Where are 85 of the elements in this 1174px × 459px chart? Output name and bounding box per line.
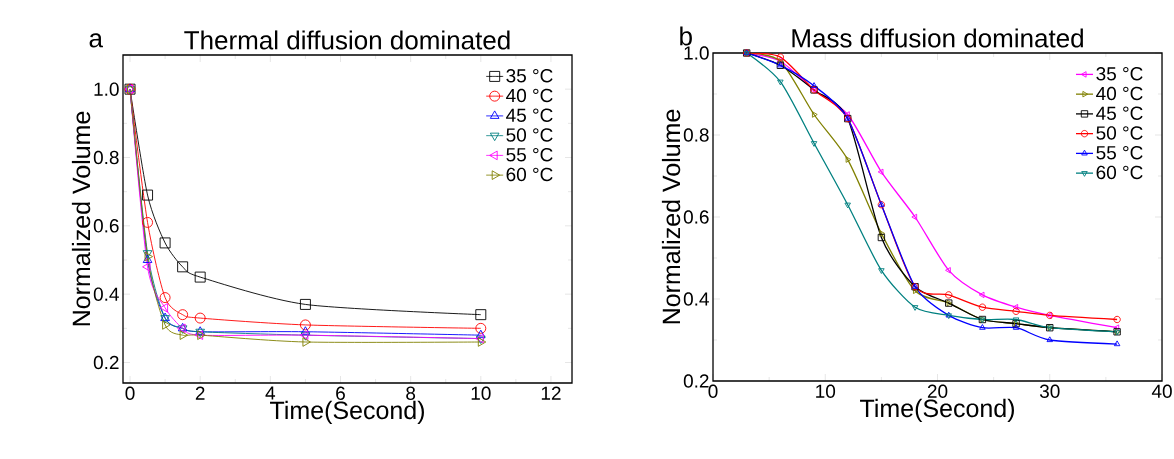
x-tick-label: 2 xyxy=(195,386,205,400)
legend-label: 60 °C xyxy=(506,167,553,182)
point xyxy=(844,202,851,209)
legend-label: 45 °C xyxy=(506,108,553,122)
x-tick-label: 8 xyxy=(406,386,416,400)
y-tick-label: 0.2 xyxy=(683,374,709,388)
legend-label: 60 °C xyxy=(1096,165,1143,180)
point xyxy=(159,237,171,249)
point xyxy=(945,291,953,299)
y-tick-label: 0.4 xyxy=(683,292,709,306)
legend-label: 45 °C xyxy=(1096,106,1143,120)
point xyxy=(300,326,311,335)
point xyxy=(194,312,206,324)
legend-label: 55 °C xyxy=(506,148,553,162)
x-axis-title: Time(Second) xyxy=(270,400,424,425)
x-tick-label: 12 xyxy=(541,386,561,400)
chart-title: Mass diffusion dominated xyxy=(792,28,1083,48)
point xyxy=(299,319,311,331)
text: b xyxy=(680,26,692,46)
y-tick-label: 0.6 xyxy=(93,219,119,233)
point xyxy=(142,189,153,201)
point xyxy=(810,82,818,88)
legend-label: 35 °C xyxy=(1096,67,1143,81)
point xyxy=(177,309,189,321)
point xyxy=(194,271,206,283)
point xyxy=(302,337,311,347)
point xyxy=(179,330,189,340)
point xyxy=(978,291,985,299)
point xyxy=(475,309,487,321)
point xyxy=(877,233,886,242)
x-tick-label: 4 xyxy=(265,386,276,400)
x-tick-label: 10 xyxy=(471,386,491,400)
point xyxy=(911,213,918,221)
y-tick-label: 1.0 xyxy=(94,82,119,96)
point xyxy=(177,261,189,273)
point xyxy=(142,262,151,272)
y-tick-label: 0.6 xyxy=(683,210,709,224)
legend-label: 40 °C xyxy=(506,88,553,103)
x-tick-label: 0 xyxy=(708,384,718,398)
point xyxy=(159,303,169,313)
x-tick-label: 10 xyxy=(816,384,836,398)
point xyxy=(877,168,884,176)
point xyxy=(476,329,486,339)
point xyxy=(879,230,886,237)
point xyxy=(945,267,951,274)
point xyxy=(911,305,919,311)
legend-label: 50 °C xyxy=(506,128,553,142)
legend-label: 55 °C xyxy=(1096,146,1143,160)
point xyxy=(475,322,487,334)
point xyxy=(978,303,987,311)
x-tick-label: 30 xyxy=(1039,384,1060,398)
point xyxy=(845,156,852,163)
y-tick-label: 0.8 xyxy=(683,128,709,142)
y-tick-label: 0.8 xyxy=(93,150,119,165)
y-tick-label: 0.4 xyxy=(93,287,119,301)
point xyxy=(1113,340,1121,347)
point xyxy=(1012,307,1020,315)
point xyxy=(1012,324,1020,330)
point xyxy=(159,292,171,304)
point xyxy=(299,298,311,310)
chart-title: Thermal diffusion dominated xyxy=(184,30,510,50)
y-tick-label: 1.0 xyxy=(684,46,709,60)
point xyxy=(776,53,785,61)
y-tick-label: 0.2 xyxy=(93,355,119,370)
point xyxy=(810,141,818,147)
point xyxy=(1012,303,1019,311)
point xyxy=(1046,336,1053,343)
y-axis-title: Normalized Volume xyxy=(661,109,681,324)
point xyxy=(811,111,818,118)
point xyxy=(1113,315,1121,324)
point xyxy=(878,268,885,274)
point xyxy=(142,216,153,228)
point xyxy=(979,324,986,330)
legend-label: 40 °C xyxy=(1096,86,1143,101)
x-tick-label: 0 xyxy=(125,386,135,400)
y-axis-title: Normalized Volume xyxy=(71,111,91,326)
x-axis-title: Time(Second) xyxy=(860,398,1014,423)
x-tick-label: 20 xyxy=(927,384,948,398)
legend-label: 50 °C xyxy=(1096,126,1143,140)
x-tick-label: 40 xyxy=(1151,384,1172,398)
point xyxy=(777,79,784,86)
x-tick-label: 6 xyxy=(336,386,345,400)
text: a xyxy=(89,33,103,48)
point xyxy=(162,320,171,330)
legend-label: 35 °C xyxy=(506,69,553,83)
